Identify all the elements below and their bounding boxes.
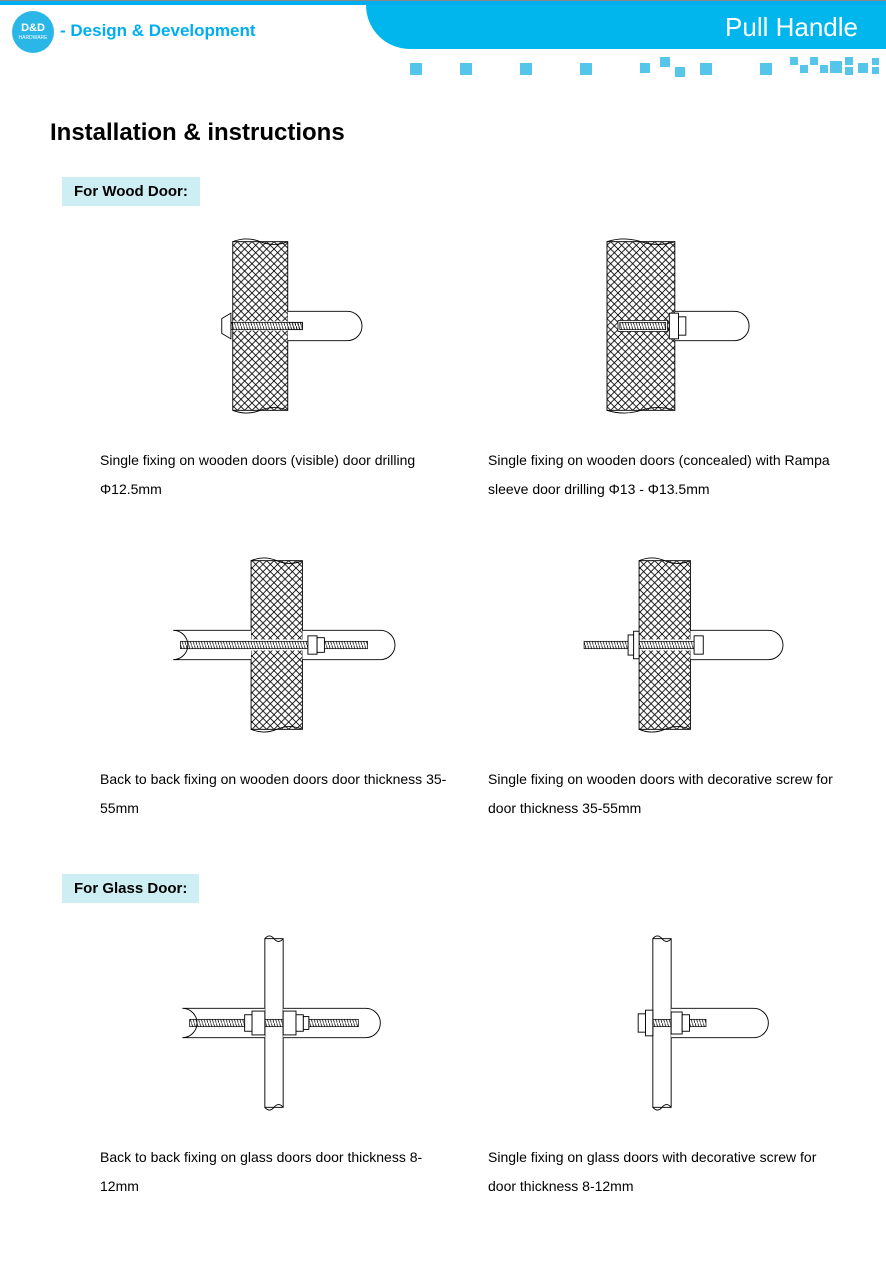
logo-main-text: D&D (21, 23, 45, 34)
diagram-grid: Back to back fixing on glass doors door … (100, 923, 836, 1202)
decorative-square (675, 67, 685, 77)
diagram-cell: Back to back fixing on wooden doors door… (100, 545, 448, 824)
diagram-cell: Single fixing on wooden doors (concealed… (488, 226, 836, 505)
decorative-squares-row (0, 59, 886, 79)
section-label: For Wood Door: (62, 177, 200, 206)
diagram-wood_single_concealed (488, 226, 836, 426)
diagram-caption: Single fixing on glass doors with decora… (488, 1143, 836, 1202)
logo-sub-text: HARDWARE (19, 36, 48, 41)
diagram-grid: Single fixing on wooden doors (visible) … (100, 226, 836, 824)
decorative-square (580, 63, 592, 75)
decorative-square (845, 57, 853, 65)
diagram-wood_single_decorative (488, 545, 836, 745)
section-label: For Glass Door: (62, 874, 199, 903)
header-swoosh: Pull Handle (366, 5, 886, 49)
decorative-square (640, 63, 650, 73)
diagram-glass_single_decorative (488, 923, 836, 1123)
diagram-caption: Back to back fixing on glass doors door … (100, 1143, 448, 1202)
decorative-square (700, 63, 712, 75)
category-title: Pull Handle (725, 12, 858, 43)
decorative-square (830, 61, 842, 73)
diagram-cell: Back to back fixing on glass doors door … (100, 923, 448, 1202)
decorative-square (660, 57, 670, 67)
decorative-square (820, 65, 828, 73)
decorative-square (460, 63, 472, 75)
decorative-square (845, 67, 853, 75)
diagram-cell: Single fixing on wooden doors (visible) … (100, 226, 448, 505)
header-band: D&D HARDWARE - Design & Development Pull… (0, 5, 886, 59)
decorative-square (872, 58, 879, 65)
page-title: Installation & instructions (50, 119, 836, 147)
diagram-caption: Back to back fixing on wooden doors door… (100, 765, 448, 824)
decorative-square (520, 63, 532, 75)
diagram-cell: Single fixing on glass doors with decora… (488, 923, 836, 1202)
decorative-square (800, 65, 808, 73)
logo-circle: D&D HARDWARE (12, 11, 54, 53)
diagram-wood_single_visible (100, 226, 448, 426)
decorative-square (790, 57, 798, 65)
decorative-square (872, 67, 879, 74)
diagram-caption: Single fixing on wooden doors with decor… (488, 765, 836, 824)
tagline-text: - Design & Development (60, 21, 256, 41)
decorative-square (858, 63, 868, 73)
diagram-wood_back_to_back (100, 545, 448, 745)
decorative-square (410, 63, 422, 75)
diagram-caption: Single fixing on wooden doors (visible) … (100, 446, 448, 505)
diagram-cell: Single fixing on wooden doors with decor… (488, 545, 836, 824)
diagram-caption: Single fixing on wooden doors (concealed… (488, 446, 836, 505)
decorative-square (810, 57, 818, 65)
content: Installation & instructions For Wood Doo… (0, 79, 886, 1281)
decorative-square (760, 63, 772, 75)
diagram-glass_back_to_back (100, 923, 448, 1123)
